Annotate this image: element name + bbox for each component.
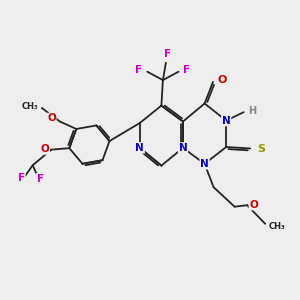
Text: H: H bbox=[248, 106, 257, 116]
Text: N: N bbox=[222, 116, 231, 126]
Text: N: N bbox=[178, 143, 188, 153]
Text: F: F bbox=[164, 49, 171, 59]
Text: O: O bbox=[40, 144, 49, 154]
Text: O: O bbox=[218, 75, 227, 85]
Text: F: F bbox=[18, 173, 25, 183]
Text: O: O bbox=[47, 113, 56, 124]
Text: F: F bbox=[37, 174, 44, 184]
Text: S: S bbox=[258, 143, 266, 154]
Text: F: F bbox=[183, 65, 190, 75]
Text: N: N bbox=[135, 143, 144, 153]
Text: F: F bbox=[135, 65, 142, 75]
Text: CH₃: CH₃ bbox=[268, 222, 285, 231]
Text: N: N bbox=[200, 159, 209, 169]
Text: O: O bbox=[249, 200, 258, 210]
Text: CH₃: CH₃ bbox=[22, 102, 39, 111]
